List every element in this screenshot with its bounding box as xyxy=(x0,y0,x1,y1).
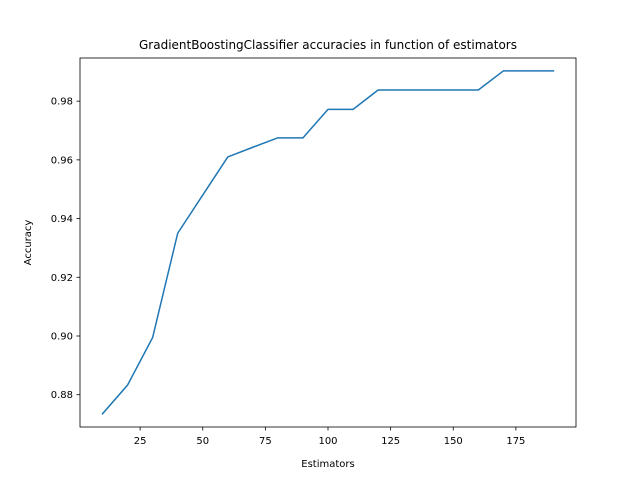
y-axis-ticks: 0.88 0.90 0.92 0.94 0.96 0.98 xyxy=(51,97,80,401)
x-axis-label: Estimators xyxy=(301,459,354,470)
y-tick-label: 0.94 xyxy=(51,214,73,225)
x-axis-ticks: 25 50 75 100 125 150 175 xyxy=(134,427,525,447)
x-tick-label: 25 xyxy=(134,436,147,447)
y-tick-label: 0.92 xyxy=(51,273,73,284)
y-tick-label: 0.90 xyxy=(51,331,73,342)
x-tick-label: 175 xyxy=(506,436,525,447)
plot-frame xyxy=(79,57,577,428)
x-tick-label: 75 xyxy=(259,436,272,447)
x-tick-label: 100 xyxy=(318,436,337,447)
accuracy-series-line xyxy=(101,70,555,415)
x-tick-label: 150 xyxy=(444,436,463,447)
chart-title: GradientBoostingClassifier accuracies in… xyxy=(139,38,517,52)
y-axis-label: Accuracy xyxy=(23,220,34,266)
x-tick-label: 125 xyxy=(381,436,400,447)
y-tick-label: 0.98 xyxy=(51,97,73,108)
y-tick-label: 0.96 xyxy=(51,155,73,166)
plot-area xyxy=(80,58,576,427)
y-tick-label: 0.88 xyxy=(51,390,73,401)
x-tick-label: 50 xyxy=(196,436,209,447)
series-layer xyxy=(101,70,555,415)
